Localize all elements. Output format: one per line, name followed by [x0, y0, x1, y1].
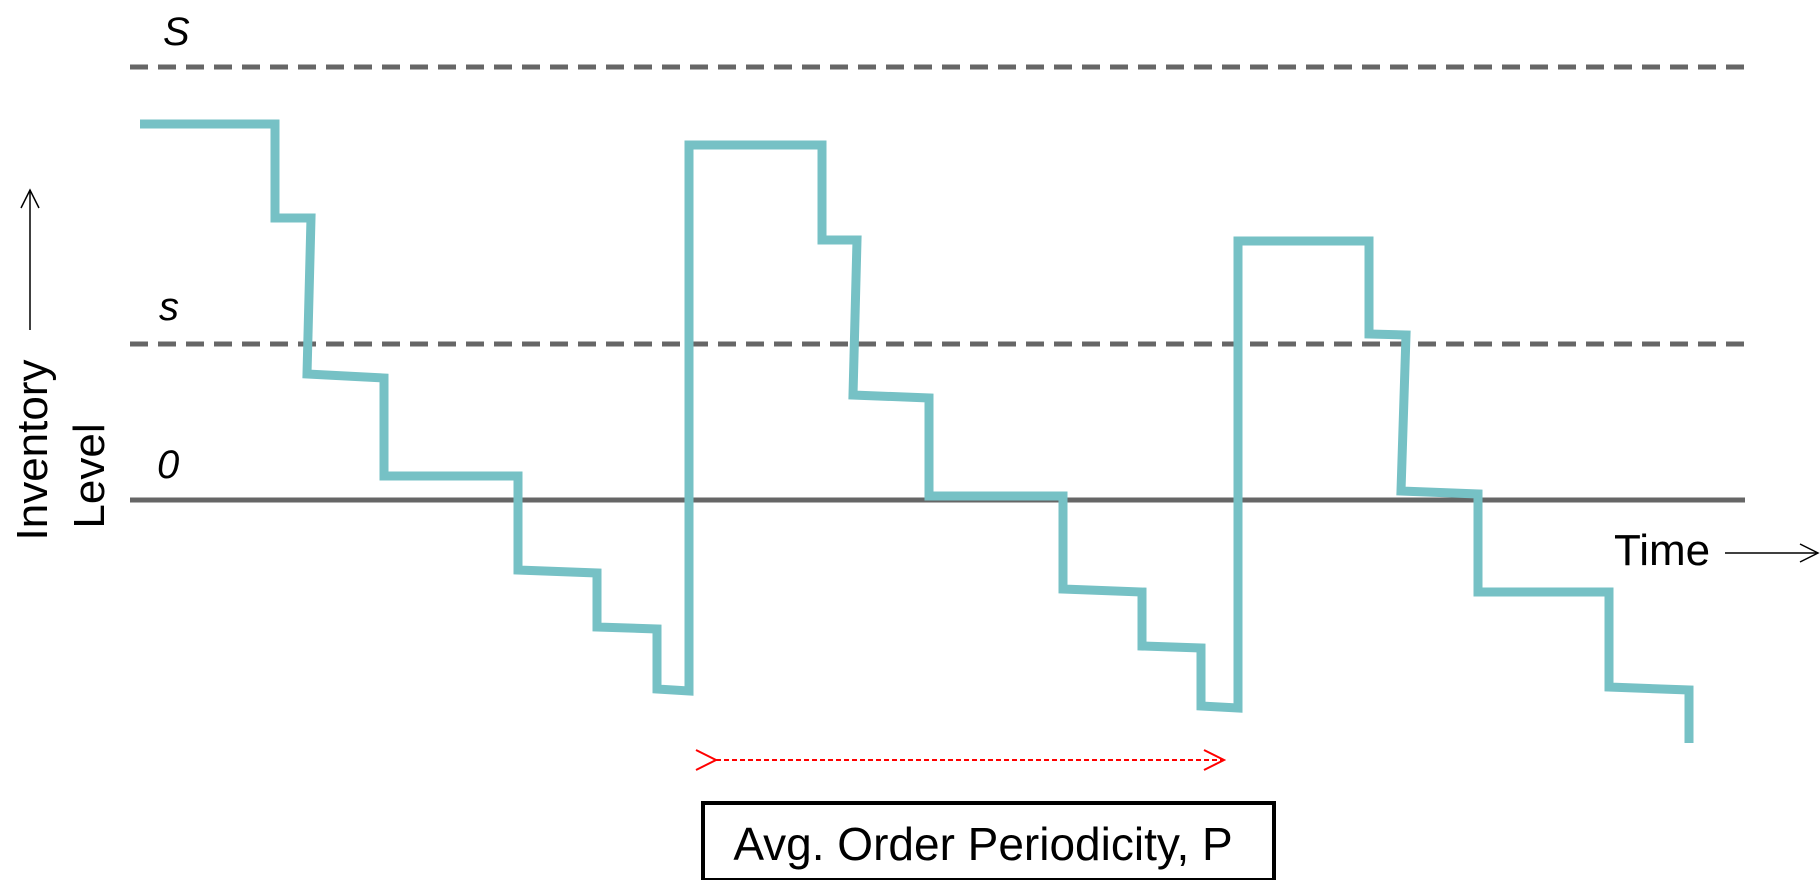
y-axis-label-line1: Inventory — [8, 360, 57, 541]
inventory-level-line — [140, 119, 1694, 743]
caption-box — [701, 801, 1276, 880]
y-axis-label-line2: Level — [65, 423, 114, 528]
x-axis-label: Time — [1614, 526, 1710, 575]
S-level-label: S — [163, 10, 190, 54]
zero-level-label: 0 — [157, 443, 179, 487]
s-level-label: s — [159, 285, 179, 329]
caption-text: Avg. Order Periodicity, P — [733, 818, 1232, 870]
